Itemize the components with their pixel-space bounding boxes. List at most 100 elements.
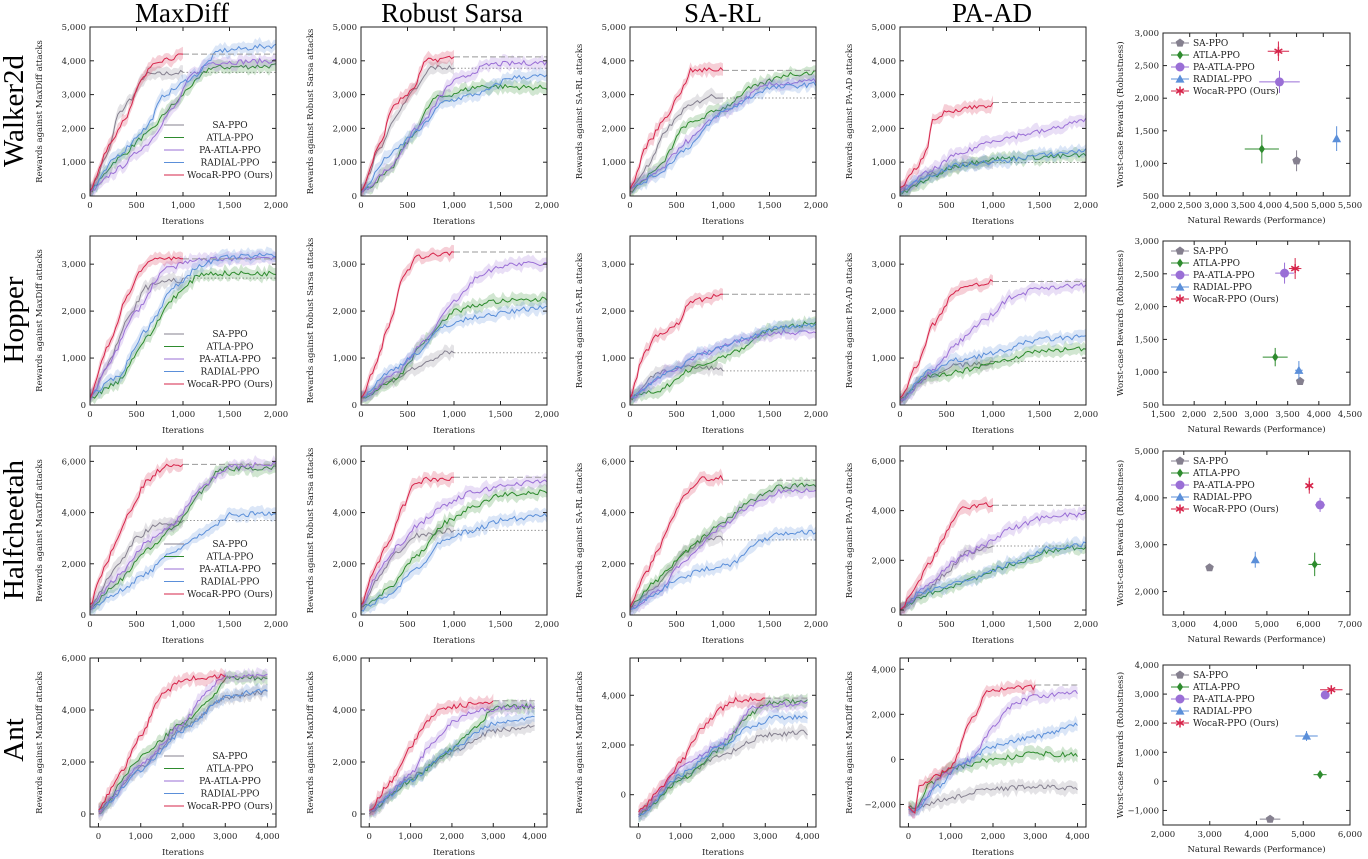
series-line: [900, 541, 1086, 611]
x-tick-label: 2,000: [1074, 201, 1098, 211]
x-tick-label: 500: [668, 201, 684, 211]
y-tick-label: 0: [352, 192, 357, 202]
confidence-band: [90, 46, 183, 196]
y-tick-label: −1,000: [1128, 806, 1159, 816]
series-line: [900, 148, 1086, 193]
legend-label: ATLA-PPO: [1192, 469, 1240, 479]
legend-label: SA-PPO: [1193, 39, 1228, 49]
x-tick-label: 500: [938, 201, 954, 211]
x-axis-label: Iterations: [433, 848, 475, 858]
triangle-marker: [1302, 731, 1312, 740]
y-tick-label: 4,000: [602, 691, 626, 701]
series-line: [90, 252, 276, 396]
y-tick-label: 2,000: [333, 758, 357, 768]
y-tick-label: 6,000: [62, 457, 86, 467]
x-tick-label: 2,000: [1151, 201, 1175, 211]
confidence-band: [361, 291, 547, 404]
x-tick-label: 2,500: [1213, 410, 1237, 420]
x-tick-label: 500: [938, 410, 954, 420]
line-panel: 0 500 1,000 1,500 2,000 0 1,000 2,000 3,000 4,000…: [35, 23, 288, 227]
scatter-point: [1267, 41, 1290, 62]
series-group: [90, 455, 276, 615]
series-line: [630, 487, 816, 611]
y-axis-label: Rewards against PA-AD attacks: [845, 253, 855, 388]
line-panel: 0 500 1,000 1,500 2,000 0 1,000 2,000 3,000 Itera…: [575, 235, 828, 436]
x-tick-label: 2,000: [535, 410, 559, 420]
y-tick-label: 5,000: [872, 23, 896, 33]
x-tick-label: 6,000: [1296, 620, 1320, 630]
y-tick-label: 4,000: [333, 509, 357, 519]
legend-label: RADIAL-PPO: [200, 159, 259, 169]
series-line: [90, 69, 184, 192]
y-tick-label: 3,000: [872, 260, 896, 270]
x-tick-label: 500: [399, 201, 415, 211]
x-axis-label: Iterations: [162, 426, 204, 436]
legend-label: PA-ATLA-PPO: [199, 146, 261, 156]
x-tick-label: 1,000: [711, 201, 735, 211]
confidence-band: [369, 709, 535, 819]
x-axis-label: Natural Rewards (Performance): [1187, 844, 1325, 855]
y-tick-label: 2,000: [62, 560, 86, 570]
legend: SA-PPO ATLA-PPO PA-ATLA-PPO RADIAL-PPOWocaR…: [164, 330, 273, 390]
x-tick-label: 3,000: [1204, 201, 1228, 211]
x-tick-label: 4,000: [1244, 830, 1268, 840]
series-group: [630, 468, 816, 615]
y-tick-label: 2,000: [602, 124, 626, 134]
pentagon-marker: [1175, 456, 1185, 465]
series-line: [361, 73, 547, 193]
y-tick-label: 1,000: [333, 158, 357, 168]
diamond-marker: [1258, 144, 1265, 154]
y-tick-label: 1,000: [1135, 748, 1159, 758]
y-tick-label: 4,000: [602, 509, 626, 519]
x-tick-label: 0: [897, 410, 902, 420]
y-tick-label: 0: [891, 755, 896, 765]
x-tick-label: 4,000: [1258, 201, 1282, 211]
series-line: [630, 322, 816, 399]
line-panel: 0 500 1,000 1,500 2,000 0 2,000 4,000 6,000 Itera…: [35, 445, 288, 646]
confidence-band: [900, 143, 1086, 196]
x-tick-label: 2,000: [171, 832, 195, 842]
series-line: [98, 673, 226, 811]
x-tick-label: 2,000: [1074, 410, 1098, 420]
x-tick-label: 500: [128, 201, 144, 211]
scatter-point: [1294, 361, 1304, 380]
series-line: [638, 729, 808, 816]
y-tick-label: 2,000: [602, 741, 626, 751]
x-tick-label: 2,000: [981, 832, 1005, 842]
y-tick-label: 2,000: [62, 307, 86, 317]
series-line: [361, 489, 547, 608]
legend-label: RADIAL-PPO: [1193, 707, 1252, 717]
column-title: Robust Sarsa: [381, 0, 523, 28]
y-tick-label: 2,000: [872, 710, 896, 720]
scatter-panel: 1,500 2,000 2,500 3,000 3,500 4,000 4,5005001,…: [1115, 237, 1362, 435]
series-line: [900, 511, 1086, 611]
series-group: [90, 36, 276, 196]
y-tick-label: 3,000: [1135, 690, 1159, 700]
x-tick-label: 1,000: [442, 410, 466, 420]
series-line: [90, 461, 276, 609]
y-axis-label: Rewards against Robust Sarsa attacks: [306, 238, 316, 404]
legend-label: ATLA-PPO: [1192, 51, 1240, 61]
y-tick-label: 0: [81, 401, 86, 411]
series-group: [630, 61, 816, 196]
y-tick-label: 0: [1154, 777, 1159, 787]
y-tick-label: 0: [621, 192, 626, 202]
scatter-panel: 2,000 3,000 4,000 5,000 6,000 −1,000 0 1,000 2,0…: [1115, 661, 1362, 855]
confidence-band: [900, 539, 1086, 615]
series-line: [361, 350, 455, 399]
series-line: [630, 67, 724, 190]
row-title: Hopper: [0, 276, 30, 363]
series-line: [900, 282, 1086, 401]
x-tick-label: 1,000: [981, 201, 1005, 211]
circle-marker: [1175, 270, 1185, 280]
confidence-band: [630, 315, 816, 405]
x-tick-label: 500: [399, 410, 415, 420]
x-tick-label: 1,500: [1151, 410, 1175, 420]
y-tick-label: 1,000: [872, 354, 896, 364]
y-axis-label: Worst-case Rewards (Robustness): [1115, 250, 1126, 396]
scatter-point: [1320, 685, 1343, 695]
y-tick-label: 3,000: [1135, 237, 1159, 247]
y-tick-label: 0: [81, 192, 86, 202]
legend-label: WocaR-PPO (Ours): [1193, 86, 1279, 97]
star-marker: [1274, 48, 1283, 55]
